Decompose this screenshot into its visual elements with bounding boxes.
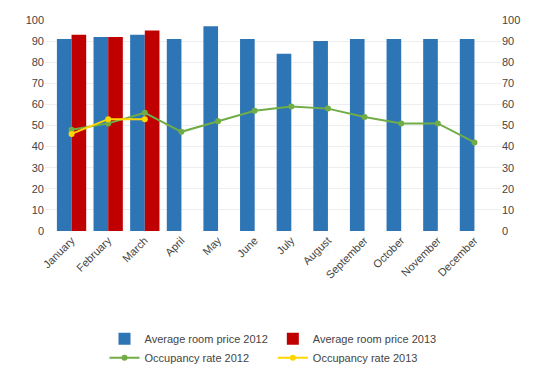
- svg-text:90: 90: [502, 35, 514, 47]
- svg-text:20: 20: [32, 183, 44, 195]
- svg-text:40: 40: [32, 140, 44, 152]
- svg-text:50: 50: [502, 119, 514, 131]
- svg-text:Occupancy rate 2013: Occupancy rate 2013: [313, 352, 418, 364]
- svg-text:30: 30: [32, 162, 44, 174]
- svg-text:November: November: [399, 234, 444, 279]
- svg-text:0: 0: [502, 225, 508, 237]
- svg-text:July: July: [274, 234, 297, 257]
- svg-text:January: January: [41, 234, 78, 271]
- svg-text:30: 30: [502, 162, 514, 174]
- svg-text:80: 80: [32, 56, 44, 68]
- svg-text:90: 90: [32, 35, 44, 47]
- svg-text:June: June: [235, 234, 260, 259]
- svg-text:February: February: [74, 234, 114, 274]
- svg-text:December: December: [435, 234, 480, 279]
- svg-text:October: October: [370, 234, 406, 270]
- svg-text:May: May: [200, 234, 224, 258]
- svg-text:April: April: [163, 234, 187, 258]
- svg-text:60: 60: [32, 98, 44, 110]
- svg-text:10: 10: [502, 204, 514, 216]
- svg-text:100: 100: [26, 14, 44, 26]
- svg-text:50: 50: [32, 119, 44, 131]
- svg-text:60: 60: [502, 98, 514, 110]
- svg-text:80: 80: [502, 56, 514, 68]
- svg-text:0: 0: [38, 225, 44, 237]
- svg-text:40: 40: [502, 140, 514, 152]
- svg-text:Average room price 2013: Average room price 2013: [313, 333, 436, 345]
- svg-text:100: 100: [502, 14, 520, 26]
- svg-text:70: 70: [502, 77, 514, 89]
- svg-text:Occupancy rate 2012: Occupancy rate 2012: [145, 352, 250, 364]
- svg-text:70: 70: [32, 77, 44, 89]
- svg-text:September: September: [323, 234, 370, 281]
- svg-text:August: August: [301, 234, 334, 267]
- svg-text:March: March: [120, 234, 150, 264]
- svg-text:10: 10: [32, 204, 44, 216]
- svg-text:20: 20: [502, 183, 514, 195]
- svg-text:Average room price 2012: Average room price 2012: [145, 333, 268, 345]
